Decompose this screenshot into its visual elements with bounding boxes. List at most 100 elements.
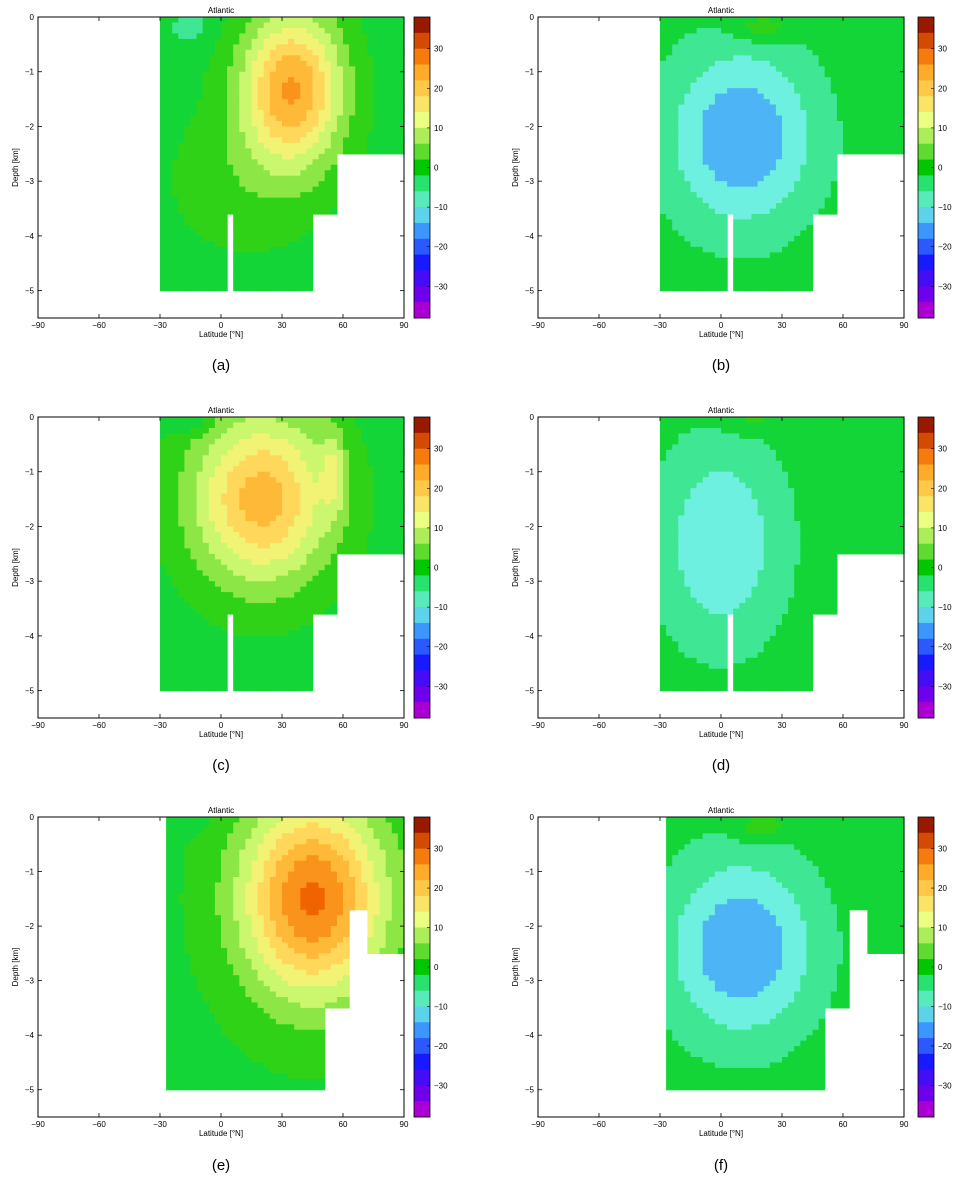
colorbar-bin: [414, 302, 430, 319]
panel-a: −90 −60 −30 0 30 60 90 0 −1 −2 −3 −4 −5 Atlantic Latit…: [11, 6, 448, 374]
colorbar-bin: [918, 238, 934, 256]
x-tick-label: 60: [339, 321, 348, 330]
colorbar-bin: [918, 480, 934, 497]
x-tick-label: 90: [900, 321, 909, 330]
colorbar-tick-label: −10: [938, 1002, 952, 1011]
colorbar-bin: [918, 159, 934, 176]
colorbar-tick-label: −20: [938, 243, 952, 252]
x-tick-label: 30: [778, 321, 787, 330]
colorbar-bin: [414, 1069, 430, 1086]
y-tick-label: −5: [25, 287, 35, 296]
colorbar-bin: [918, 417, 934, 434]
colorbar-tick-label: −30: [434, 1081, 448, 1090]
colorbar-bin: [414, 943, 430, 960]
x-tick-label: −60: [592, 1120, 606, 1129]
panel-title: Atlantic: [708, 406, 734, 415]
colorbar-bin: [414, 1053, 430, 1071]
x-axis-label: Latitude [°N]: [199, 730, 243, 739]
colorbar-bin: [414, 96, 430, 113]
colorbar-bin: [918, 832, 934, 849]
colorbar-bin: [414, 959, 430, 976]
y-tick-label: −5: [525, 687, 535, 696]
colorbar-tick-label: 0: [938, 164, 943, 173]
x-tick-label: −90: [531, 1120, 545, 1129]
colorbar-bin: [414, 207, 430, 224]
panel-f: −90 −60 −30 0 30 60 90 0 −1 −2 −3 −4 −5 Atlantic Latit…: [511, 806, 952, 1174]
contour-field: [660, 17, 905, 292]
x-tick-label: 0: [219, 321, 224, 330]
x-tick-label: 90: [400, 1120, 409, 1129]
colorbar-bin: [918, 496, 934, 513]
colorbar-bin: [918, 96, 934, 113]
colorbar-bin: [918, 686, 934, 703]
colorbar-tick-label: −30: [434, 282, 448, 291]
x-tick-label: −90: [31, 721, 45, 730]
colorbar-tick-label: 10: [938, 124, 947, 133]
colorbar-bin: [918, 1006, 934, 1023]
colorbar-bin: [414, 848, 430, 865]
colorbar-bin: [414, 512, 430, 529]
colorbar-tick-label: 30: [938, 845, 947, 854]
colorbar-tick-label: −30: [938, 682, 952, 691]
colorbar-bin: [414, 496, 430, 513]
y-tick-label: −1: [525, 468, 535, 477]
colorbar-bin: [918, 1101, 934, 1118]
colorbar-bin: [918, 64, 934, 81]
y-tick-label: −4: [25, 632, 35, 641]
colorbar-bin: [414, 1038, 430, 1055]
y-axis-label: Depth [km]: [11, 548, 20, 587]
colorbar-bin: [414, 1022, 430, 1039]
colorbar-bin: [918, 32, 934, 50]
x-tick-label: −60: [592, 721, 606, 730]
colorbar-bin: [918, 817, 934, 834]
x-tick-label: 60: [839, 1120, 848, 1129]
x-tick-label: 90: [400, 321, 409, 330]
colorbar-bin: [918, 17, 934, 34]
colorbar-bin: [414, 286, 430, 303]
y-tick-label: −1: [25, 868, 35, 877]
colorbar-bin: [414, 270, 430, 287]
x-tick-label: −30: [653, 1120, 667, 1129]
x-tick-label: −90: [31, 321, 45, 330]
colorbar-bin: [414, 911, 430, 928]
colorbar-bin: [414, 417, 430, 434]
y-tick-label: −2: [25, 922, 35, 931]
y-tick-label: 0: [530, 413, 535, 422]
colorbar-bin: [918, 448, 934, 465]
panel-c: −90 −60 −30 0 30 60 90 0 −1 −2 −3 −4 −5 Atlantic Latit…: [11, 406, 448, 774]
y-tick-label: −1: [525, 68, 535, 77]
y-axis-label: Depth [km]: [511, 948, 520, 987]
colorbar-bin: [414, 222, 430, 240]
colorbar-bin: [414, 159, 430, 176]
colorbar-bin: [918, 127, 934, 145]
panel-b: −90 −60 −30 0 30 60 90 0 −1 −2 −3 −4 −5 Atlantic Latit…: [511, 6, 952, 374]
contour-field: [666, 817, 905, 1091]
x-tick-label: 0: [719, 321, 724, 330]
colorbar-bin: [918, 143, 934, 160]
y-tick-label: −3: [25, 977, 35, 986]
colorbar-bin: [918, 80, 934, 97]
y-tick-label: −5: [25, 687, 35, 696]
colorbar-bin: [918, 622, 934, 640]
colorbar-bin: [414, 464, 430, 481]
y-tick-label: −4: [525, 632, 535, 641]
y-tick-label: −2: [25, 522, 35, 531]
colorbar-tick-label: 10: [938, 924, 947, 933]
colorbar-tick-label: 20: [434, 84, 443, 93]
colorbar-bin: [414, 254, 430, 271]
colorbar-tick-label: 0: [938, 963, 943, 972]
colorbar-bin: [918, 512, 934, 529]
colorbar-tick-label: 10: [434, 524, 443, 533]
contour-field: [160, 17, 405, 292]
colorbar-bin: [414, 448, 430, 465]
y-tick-label: −4: [525, 232, 535, 241]
colorbar-bin: [414, 990, 430, 1007]
colorbar-tick-label: 20: [938, 84, 947, 93]
y-tick-label: −4: [525, 1031, 535, 1040]
colorbar: 30 20 10 0 −10 −20 −30: [413, 416, 448, 719]
colorbar-bin: [414, 654, 430, 671]
colorbar-bin: [414, 191, 430, 208]
y-tick-label: −3: [525, 177, 535, 186]
colorbar-bin: [414, 670, 430, 687]
